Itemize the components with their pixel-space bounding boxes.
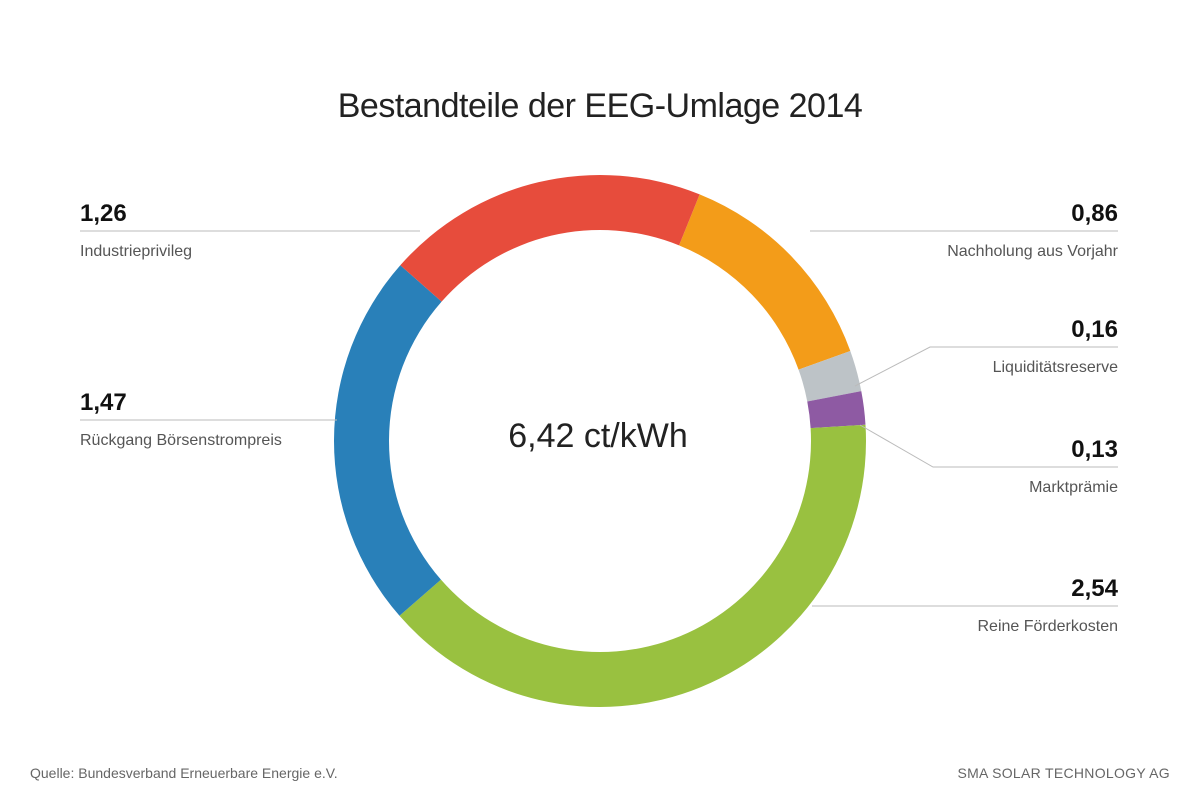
source-note: Quelle: Bundesverband Erneuerbare Energi…: [30, 765, 338, 781]
brand-name: SMA SOLAR TECHNOLOGY AG: [957, 765, 1170, 781]
slice-labels: 0,86 Nachholung aus Vorjahr 0,16 Liquidität…: [80, 200, 1119, 635]
center-total-label: 6,42 ct/kWh: [508, 417, 688, 455]
name-label-industrieprivileg: Industrieprivileg: [80, 243, 192, 260]
slice-rueckgang-boersenstrompreis: [334, 265, 442, 616]
value-label-nachholung-aus-vorjahr: 0,86: [1071, 200, 1118, 227]
slice-marktpraemie: [807, 391, 866, 429]
value-label-liquiditaetsreserve: 0,16: [1071, 316, 1118, 343]
name-label-nachholung-aus-vorjahr: Nachholung aus Vorjahr: [947, 243, 1118, 260]
name-label-rueckgang-boersenstrompreis: Rückgang Börsenstrompreis: [80, 432, 282, 449]
leader-lines: [80, 230, 1118, 607]
chart-title: Bestandteile der EEG-Umlage 2014: [338, 87, 863, 125]
slice-liquiditaetsreserve: [798, 351, 862, 402]
name-label-marktpraemie: Marktprämie: [1029, 479, 1118, 496]
donut-slices: [334, 175, 866, 707]
slice-reine-foerderkosten: [399, 424, 866, 707]
slice-industrieprivileg: [400, 175, 700, 302]
leader-line-marktpraemie: [859, 424, 1118, 468]
value-label-rueckgang-boersenstrompreis: 1,47: [80, 389, 127, 416]
value-label-industrieprivileg: 1,26: [80, 200, 127, 227]
slice-nachholung-aus-vorjahr: [679, 194, 851, 370]
name-label-reine-foerderkosten: Reine Förderkosten: [977, 618, 1118, 635]
leader-line-liquiditaetsreserve: [854, 346, 1118, 387]
name-label-liquiditaetsreserve: Liquiditätsreserve: [993, 359, 1119, 376]
value-label-reine-foerderkosten: 2,54: [1071, 575, 1118, 602]
value-label-marktpraemie: 0,13: [1071, 436, 1118, 463]
